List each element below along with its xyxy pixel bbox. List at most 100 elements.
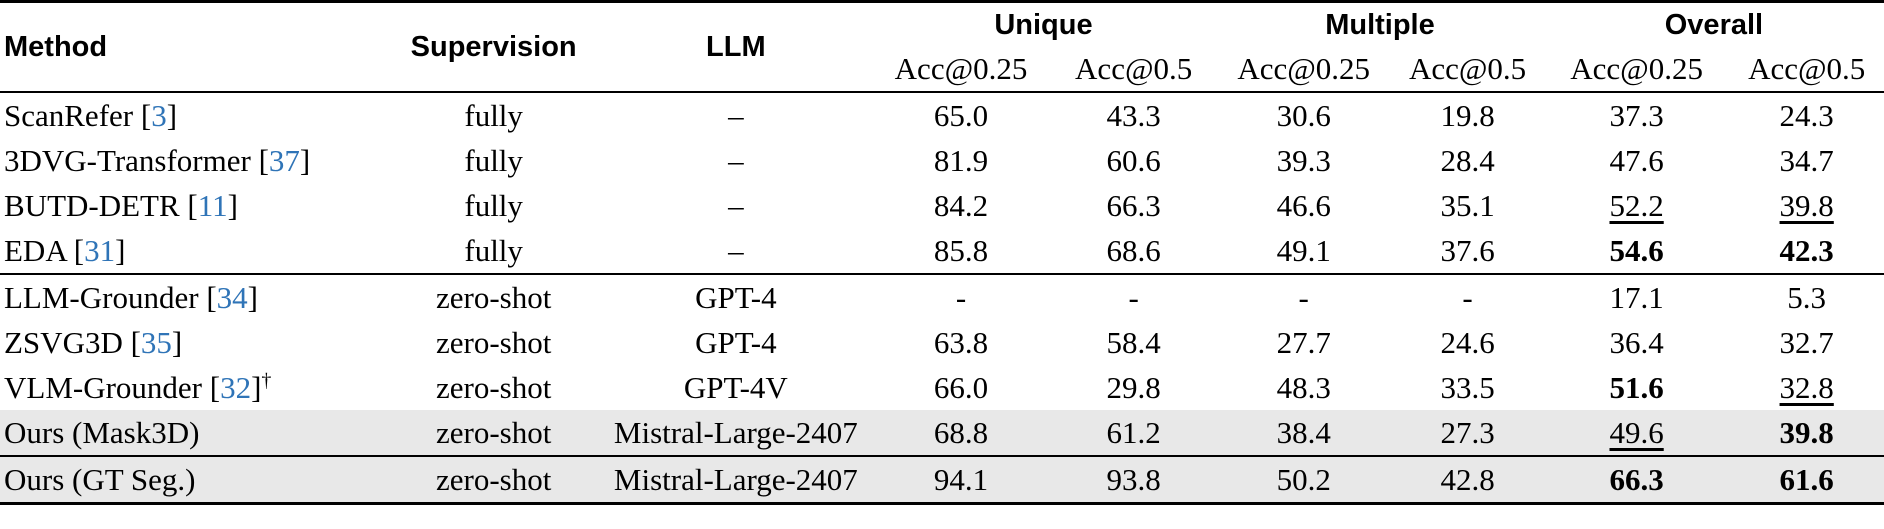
citation-link[interactable]: 31: [84, 232, 116, 268]
header-group-multiple: Multiple: [1325, 9, 1435, 41]
method-cell: 3DVG-Transformer [37]: [4, 142, 311, 178]
value-text: 66.3: [1609, 461, 1664, 497]
value-text: 28.4: [1440, 142, 1495, 178]
citation-link[interactable]: 32: [220, 369, 252, 405]
value-text: 85.8: [933, 232, 989, 268]
value-text: 42.8: [1440, 461, 1495, 497]
value-cell: 85.8: [871, 228, 1051, 274]
value-text: 34.7: [1779, 142, 1834, 178]
value-text: 66.0: [933, 369, 989, 405]
citation-link[interactable]: 11: [197, 187, 228, 223]
method-cell: ScanRefer [3]: [4, 97, 178, 133]
supervision-cell: zero-shot: [435, 369, 552, 405]
value-text: 27.3: [1440, 414, 1495, 450]
supervision-cell: fully: [464, 142, 523, 178]
table-row: BUTD-DETR [11] fully – 84.2 66.3 46.6 35.1 52.2…: [0, 183, 1884, 228]
value-text: 39.8: [1779, 414, 1834, 450]
value-text: 46.6: [1276, 187, 1331, 223]
value-text: -: [1298, 279, 1309, 315]
value-cell: -: [871, 274, 1051, 320]
value-cell: 27.7: [1216, 320, 1391, 365]
value-text: 30.6: [1276, 97, 1331, 133]
method-cell: Ours (Mask3D): [0, 410, 387, 456]
value-text: 33.5: [1440, 369, 1495, 405]
method-name: BUTD-DETR: [4, 187, 180, 223]
header-llm: LLM: [706, 31, 766, 63]
llm-cell: GPT-4: [695, 324, 777, 360]
value-cell: 36.4: [1544, 320, 1730, 365]
table-row: VLM-Grounder [32]† zero-shot GPT-4V 66.0 29.…: [0, 365, 1884, 410]
supervision-cell: fully: [464, 232, 523, 268]
value-text: 35.1: [1440, 187, 1495, 223]
value-cell: 51.6: [1544, 365, 1730, 410]
value-cell: 24.3: [1729, 92, 1884, 138]
value-text: 5.3: [1787, 279, 1827, 315]
value-text: 66.3: [1106, 187, 1161, 223]
value-cell: 27.3: [1391, 410, 1544, 456]
value-text: 68.6: [1106, 232, 1161, 268]
header-metric: Acc@0.25: [1237, 51, 1371, 86]
llm-cell: –: [728, 97, 744, 133]
table-row: Ours (Mask3D) zero-shot Mistral-Large-2407…: [0, 410, 1884, 456]
table-row: EDA [31] fully – 85.8 68.6 49.1 37.6 54.6 42.3: [0, 228, 1884, 274]
llm-cell: Mistral-Large-2407: [600, 456, 871, 504]
method-name: Ours (Mask3D): [4, 414, 200, 450]
citation-link[interactable]: 3: [151, 97, 167, 133]
table-row: ScanRefer [3] fully – 65.0 43.3 30.6 19.8 37.3 2…: [0, 92, 1884, 138]
method-cell: VLM-Grounder [32]†: [4, 369, 272, 405]
value-text: 49.1: [1276, 232, 1331, 268]
header-row-metrics: Acc@0.25 Acc@0.5 Acc@0.25 Acc@0.5 Acc@0.…: [0, 47, 1884, 92]
value-cell: 42.8: [1391, 456, 1544, 504]
value-text: 93.8: [1106, 461, 1161, 497]
value-cell: 24.6: [1391, 320, 1544, 365]
supervision-cell: zero-shot: [435, 324, 552, 360]
llm-cell: GPT-4V: [683, 369, 788, 405]
citation-link[interactable]: 37: [268, 142, 300, 178]
value-text: 60.6: [1106, 142, 1161, 178]
table-body: ScanRefer [3] fully – 65.0 43.3 30.6 19.8 37.3 2…: [0, 92, 1884, 504]
value-cell: 29.8: [1051, 365, 1216, 410]
value-cell: 49.1: [1216, 228, 1391, 274]
method-name: ScanRefer: [4, 97, 134, 133]
method-cell: LLM-Grounder [34]: [4, 279, 258, 315]
value-cell: 35.1: [1391, 183, 1544, 228]
value-cell: 43.3: [1051, 92, 1216, 138]
value-text: 48.3: [1276, 369, 1331, 405]
llm-cell: Mistral-Large-2407: [600, 410, 871, 456]
header-group-overall: Overall: [1664, 9, 1764, 41]
value-cell: 28.4: [1391, 138, 1544, 183]
value-text: 39.8: [1779, 187, 1834, 223]
citation-link[interactable]: 35: [140, 324, 172, 360]
value-text: 94.1: [933, 461, 989, 497]
value-cell: 66.3: [1543, 456, 1730, 504]
value-cell: 37.6: [1391, 228, 1544, 274]
value-cell: 63.8: [871, 320, 1051, 365]
value-text: -: [1462, 279, 1473, 315]
value-text: 52.2: [1609, 187, 1664, 223]
value-text: 58.4: [1106, 324, 1161, 360]
value-text: 49.6: [1609, 414, 1664, 450]
value-text: 39.3: [1276, 142, 1331, 178]
value-cell: 81.9: [871, 138, 1051, 183]
value-text: 37.3: [1609, 97, 1664, 133]
supervision-cell: fully: [464, 97, 523, 133]
value-cell: 61.2: [1051, 410, 1217, 456]
dagger-mark: †: [261, 369, 272, 392]
value-cell: 58.4: [1051, 320, 1216, 365]
table-row: Ours (GT Seg.) zero-shot Mistral-Large-240…: [0, 456, 1884, 504]
header-supervision: Supervision: [410, 31, 577, 63]
citation-link[interactable]: 34: [216, 279, 248, 315]
results-table: Method Supervision LLM Unique Multiple O…: [0, 1, 1884, 504]
value-cell: 93.8: [1051, 456, 1217, 504]
value-text: 38.4: [1276, 414, 1331, 450]
value-cell: -: [1391, 274, 1544, 320]
value-cell: 33.5: [1391, 365, 1544, 410]
value-cell: 61.6: [1729, 456, 1884, 504]
value-text: 17.1: [1609, 279, 1664, 315]
llm-cell: GPT-4: [695, 279, 777, 315]
value-cell: 32.7: [1729, 320, 1884, 365]
header-metric: Acc@0.5: [1748, 51, 1866, 86]
value-cell: -: [1051, 274, 1216, 320]
value-cell: 66.0: [871, 365, 1051, 410]
value-cell: 68.8: [870, 410, 1052, 456]
